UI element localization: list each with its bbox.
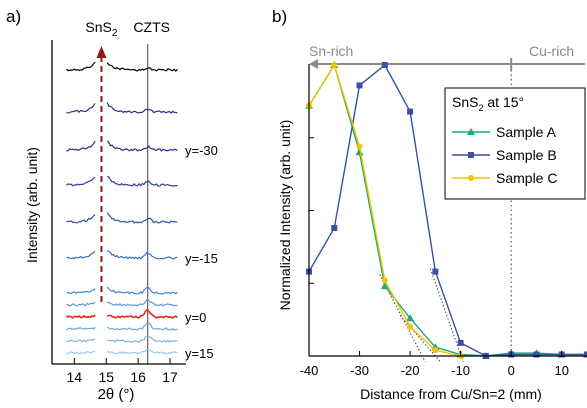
data-point [457,339,464,346]
panel-b-axes [308,64,587,357]
panel-b-fit-guides [379,268,464,363]
xrd-trace [66,140,178,152]
legend-marker [468,175,474,181]
legend-label: Sample A [496,124,557,140]
sns2-peak-label: SnS2 [85,19,117,39]
panel-a-peak-labels: SnS2 CZTS [85,19,170,39]
legend-marker [467,128,475,135]
series-line [308,63,587,357]
panel-b: b) Normalized Intensity (arb. unit) Dist… [272,7,587,402]
data-point [381,277,388,284]
xrd-trace [66,298,178,307]
xrd-trace [66,335,178,343]
panel-a-axes [51,40,186,365]
series-line [308,63,587,357]
data-point [533,351,540,358]
data-point [356,143,363,150]
data-point [407,108,414,115]
panel-b-y-axis-label: Normalized Intensity (arb. unit) [277,120,293,311]
panel-a-x-tick-label: 14 [67,369,83,385]
panel-a-y-axis-label: Intensity (arb. unit) [24,147,40,263]
panel-b-x-axis-label: Distance from Cu/Sn=2 (mm) [360,386,542,402]
fit-guide [399,314,441,363]
data-point [380,282,389,290]
xrd-trace [65,308,178,319]
panel-a-traces [65,61,178,355]
panel-b-x-tick-label: -30 [350,363,369,378]
data-point [331,62,338,68]
series-sample-c [306,62,464,359]
czts-peak-label: CZTS [133,19,170,35]
panel-a-trace-labels: y=-30 y=-15 y=0 y=15 [185,143,218,361]
panel-a-x-axis-label: 2θ (°) [98,386,135,403]
panel-b-label: b) [272,7,287,26]
panel-b-x-tick-label: -20 [401,363,420,378]
sn-rich-label: Sn-rich [309,43,353,59]
legend-marker [468,152,474,158]
xrd-trace [66,348,178,355]
trace-label: y=-30 [185,143,218,158]
panel-b-x-tick-label: -10 [451,363,470,378]
sns2-arrow-head [96,46,107,58]
panel-b-x-tick-label: 10 [554,363,568,378]
cu-rich-label: Cu-rich [529,43,574,59]
legend-label: Sample C [496,170,557,186]
data-point [584,351,587,358]
xrd-trace [66,175,178,187]
fit-guide [429,268,464,362]
panel-b-legend: SnS2 at 15° Sample A Sample B Sample C [444,87,586,200]
panel-a-label: a) [6,7,21,26]
panel-a-x-ticks: 14 15 16 17 [67,358,178,385]
xrd-trace [66,102,178,114]
legend-label: Sample B [496,147,557,163]
panel-b-x-tick-label: -40 [300,363,319,378]
xrd-trace [66,249,178,260]
panel-a-x-tick-label: 15 [98,369,114,385]
panel-a-x-tick-label: 16 [130,369,146,385]
sn-rich-arrow [309,59,318,69]
data-point [406,314,415,322]
xrd-trace [66,212,178,224]
panel-a: a) Intensity (arb. unit) 2θ (°) SnS2 CZTS… [6,7,218,403]
legend-title: SnS2 at 15° [452,94,524,113]
xrd-trace [65,61,178,73]
data-point [432,268,439,275]
trace-label: y=-15 [185,251,218,266]
data-point [356,82,363,89]
panel-b-x-ticks: -40 -30 -20 -10 0 10 [300,351,569,378]
data-point [381,62,388,68]
xrd-trace [66,286,178,295]
data-point [407,323,414,330]
panel-b-x-tick-label: 0 [508,363,515,378]
data-point [331,224,338,231]
series-line [308,63,461,357]
panel-b-top-annotation: Sn-rich Cu-rich [309,43,585,70]
trace-label: y=15 [185,346,214,361]
legend-box [444,87,586,200]
panel-a-x-tick-label: 17 [162,369,178,385]
trace-label: y=0 [185,310,206,325]
data-point [432,347,439,354]
xrd-trace [66,321,178,331]
